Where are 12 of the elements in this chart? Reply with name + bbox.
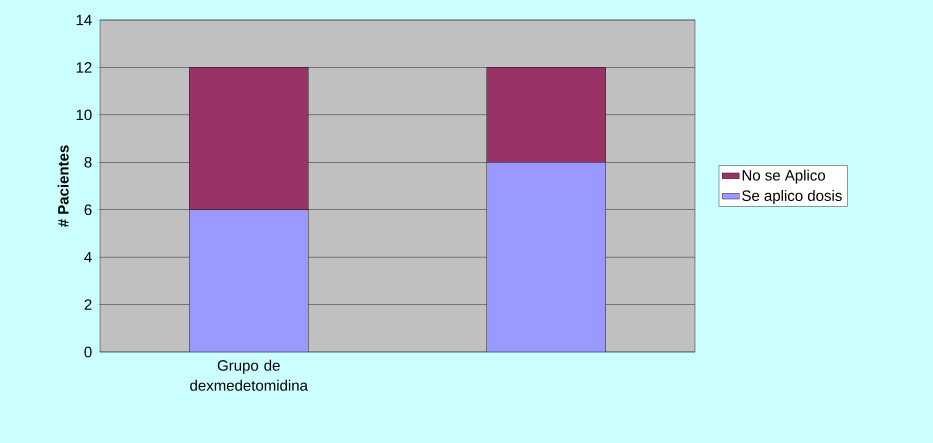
- y-tick-label: 12: [76, 62, 92, 73]
- legend-label: No se Aplico: [742, 170, 826, 184]
- y-tick-label: 8: [84, 156, 92, 168]
- y-axis-title: # Pacientes: [58, 145, 69, 228]
- y-tick-label: 0: [84, 346, 92, 358]
- y-tick-label: 2: [84, 299, 92, 310]
- legend-label: Se aplico dosis: [742, 190, 842, 204]
- y-tick-label: 4: [84, 252, 92, 262]
- y-tick-label: 14: [76, 14, 92, 26]
- y-tick-label: 10: [76, 110, 92, 120]
- y-tick-label: 6: [84, 204, 92, 216]
- x-tick-label: Grupo de dexmedetomidina: [190, 360, 308, 391]
